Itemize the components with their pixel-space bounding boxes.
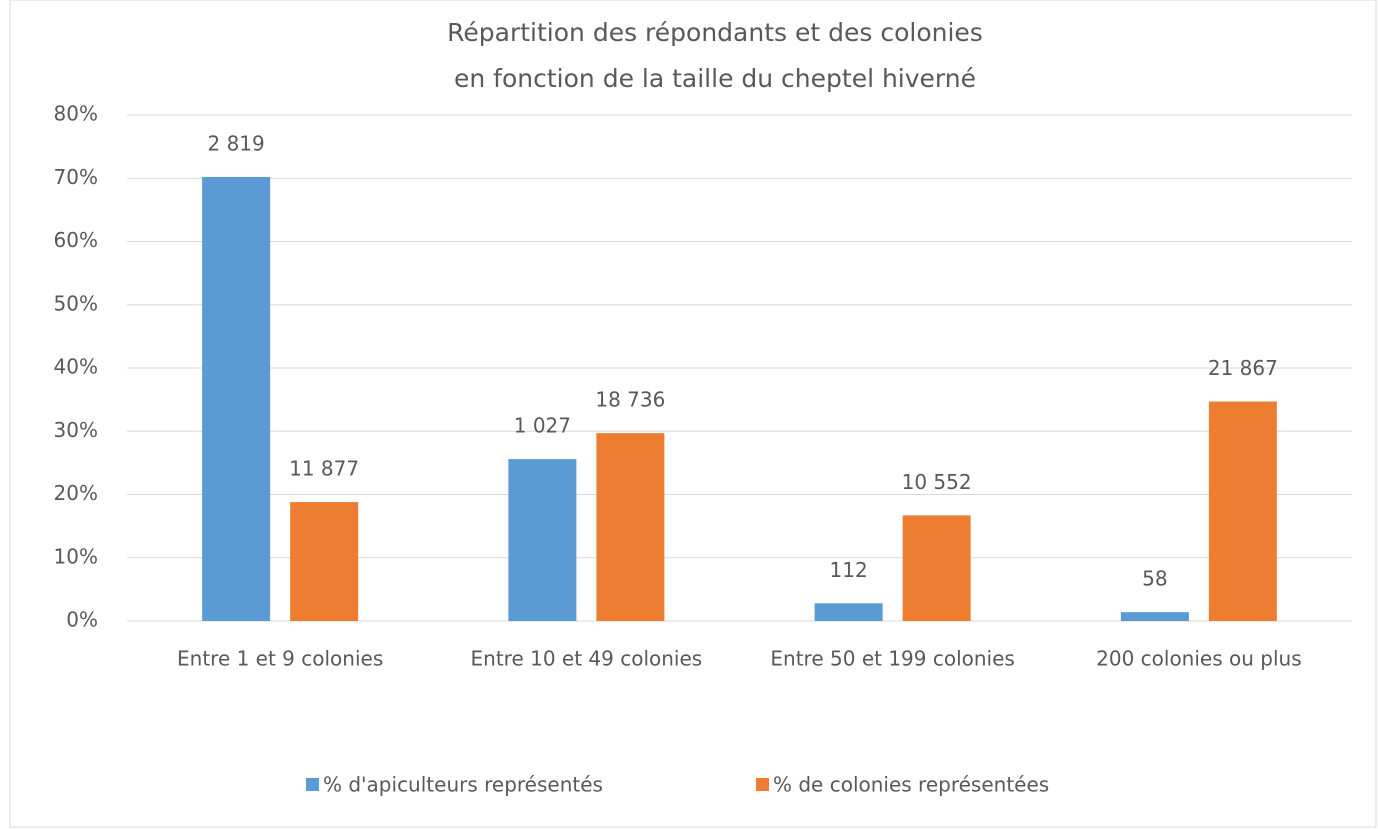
y-tick-label: 30% bbox=[54, 418, 98, 442]
legend-swatch bbox=[306, 778, 319, 791]
y-tick-label: 40% bbox=[54, 355, 98, 379]
data-label: 21 867 bbox=[1208, 356, 1278, 380]
data-label: 112 bbox=[830, 558, 868, 582]
bar bbox=[508, 459, 577, 621]
data-label: 1 027 bbox=[514, 414, 571, 438]
data-label: 58 bbox=[1142, 567, 1167, 591]
data-label: 11 877 bbox=[289, 457, 359, 481]
y-tick-label: 80% bbox=[54, 102, 98, 126]
legend-label: % de colonies représentées bbox=[773, 773, 1049, 797]
y-tick-label: 20% bbox=[54, 481, 98, 505]
chart-title: Répartition des répondants et des coloni… bbox=[447, 18, 983, 47]
legend-swatch bbox=[756, 778, 769, 791]
y-tick-label: 10% bbox=[54, 544, 98, 568]
legend-label: % d'apiculteurs représentés bbox=[323, 773, 603, 797]
data-label: 10 552 bbox=[902, 470, 972, 494]
bar bbox=[1208, 401, 1277, 621]
data-label: 18 736 bbox=[595, 388, 665, 412]
x-tick-label: Entre 10 et 49 colonies bbox=[471, 647, 703, 671]
bar bbox=[290, 502, 359, 621]
bar bbox=[596, 433, 665, 621]
chart-title: en fonction de la taille du cheptel hive… bbox=[454, 64, 976, 93]
bar bbox=[814, 603, 883, 621]
y-tick-label: 0% bbox=[66, 608, 98, 632]
x-tick-label: Entre 1 et 9 colonies bbox=[177, 647, 383, 671]
bar bbox=[1120, 612, 1189, 621]
x-tick-label: 200 colonies ou plus bbox=[1096, 647, 1302, 671]
bar bbox=[202, 176, 271, 622]
x-tick-label: Entre 50 et 199 colonies bbox=[770, 647, 1014, 671]
y-tick-label: 70% bbox=[54, 165, 98, 189]
y-tick-label: 50% bbox=[54, 291, 98, 315]
data-label: 2 819 bbox=[207, 131, 264, 155]
bar bbox=[902, 515, 971, 621]
y-tick-label: 60% bbox=[54, 228, 98, 252]
